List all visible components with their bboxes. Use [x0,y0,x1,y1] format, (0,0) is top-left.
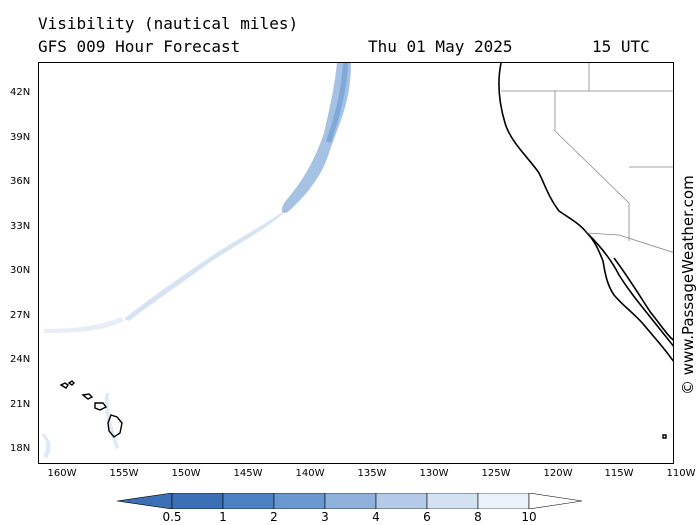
lon-tick: 155W [109,468,139,479]
colorbar-segment [324,493,377,509]
lat-tick: 27N [10,310,31,321]
colorbar-min-arrow [117,493,173,509]
colorbar-label: 3 [321,510,329,524]
forecast-time: 15 UTC [592,37,650,56]
lon-tick: 110W [666,468,696,479]
colorbar-label: 2 [270,510,278,524]
colorbar-segment [426,493,479,509]
state-borders [501,63,673,253]
colorbar-label: 6 [423,510,431,524]
lat-tick: 39N [10,132,31,143]
lat-tick: 36N [10,176,31,187]
colorbar-label: 10 [521,510,537,524]
map-frame [38,62,674,464]
colorbar-segment [273,493,326,509]
lon-tick: 160W [47,468,77,479]
lon-tick: 130W [419,468,449,479]
lon-tick: 125W [481,468,511,479]
low-visibility-band [42,63,351,458]
visibility-map [39,63,673,463]
colorbar-label: 4 [372,510,380,524]
forecast-date: Thu 01 May 2025 [368,37,513,56]
colorbar-max-arrow [528,493,583,509]
lon-tick: 140W [295,468,325,479]
lat-tick: 33N [10,221,31,232]
colorbar-label: 1 [219,510,227,524]
colorbar-segment [477,493,530,509]
colorbar-label: 0.5 [162,510,182,524]
map-title: Visibility (nautical miles) [38,14,299,33]
colorbar-segment [222,493,275,509]
colorbar-segment [171,493,224,509]
lat-tick: 21N [10,399,31,410]
lat-tick: 30N [10,265,31,276]
forecast-subtitle: GFS 009 Hour Forecast [38,37,241,56]
lon-tick: 115W [604,468,634,479]
lat-tick: 18N [10,443,31,454]
lon-tick: 150W [171,468,201,479]
colorbar-segment [375,493,428,509]
hawaii-islands [59,380,667,439]
lon-tick: 135W [357,468,387,479]
colorbar [117,493,583,509]
colorbar-label: 8 [474,510,482,524]
lon-tick: 120W [543,468,573,479]
lon-tick: 145W [233,468,263,479]
lat-tick: 42N [10,87,31,98]
watermark: © www.PassageWeather.com [679,175,697,395]
lat-tick: 24N [10,354,31,365]
